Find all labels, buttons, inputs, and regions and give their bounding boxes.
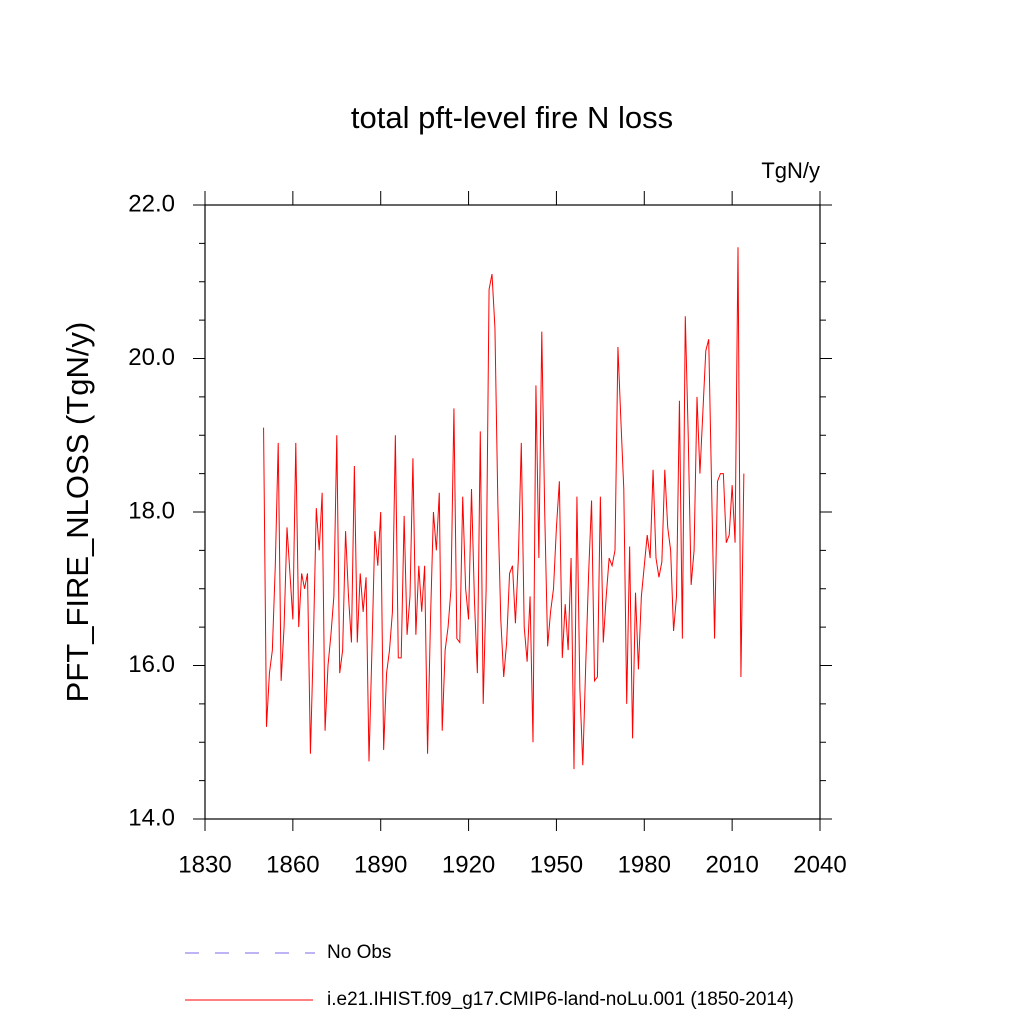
x-tick-label: 1830 — [178, 851, 231, 878]
y-tick-label: 14.0 — [128, 804, 175, 831]
y-tick-label: 18.0 — [128, 497, 175, 524]
units-label: TgN/y — [761, 158, 820, 183]
legend-label: No Obs — [327, 942, 391, 963]
y-tick-label: 22.0 — [128, 190, 175, 217]
x-tick-label: 1950 — [530, 851, 583, 878]
y-axis-label: PFT_FIRE_NLOSS (TgN/y) — [60, 322, 95, 703]
series-line — [263, 247, 745, 770]
y-tick-label: 16.0 — [128, 651, 175, 678]
legend-label: i.e21.IHIST.f09_g17.CMIP6-land-noLu.001 … — [327, 989, 794, 1010]
x-tick-label: 1860 — [266, 851, 319, 878]
x-tick-label: 1890 — [354, 851, 407, 878]
x-tick-label: 2040 — [793, 851, 846, 878]
x-tick-label: 1920 — [442, 851, 495, 878]
x-tick-label: 2010 — [705, 851, 758, 878]
y-tick-label: 20.0 — [128, 344, 175, 371]
x-tick-label: 1980 — [618, 851, 671, 878]
chart-title: total pft-level fire N loss — [351, 100, 673, 135]
